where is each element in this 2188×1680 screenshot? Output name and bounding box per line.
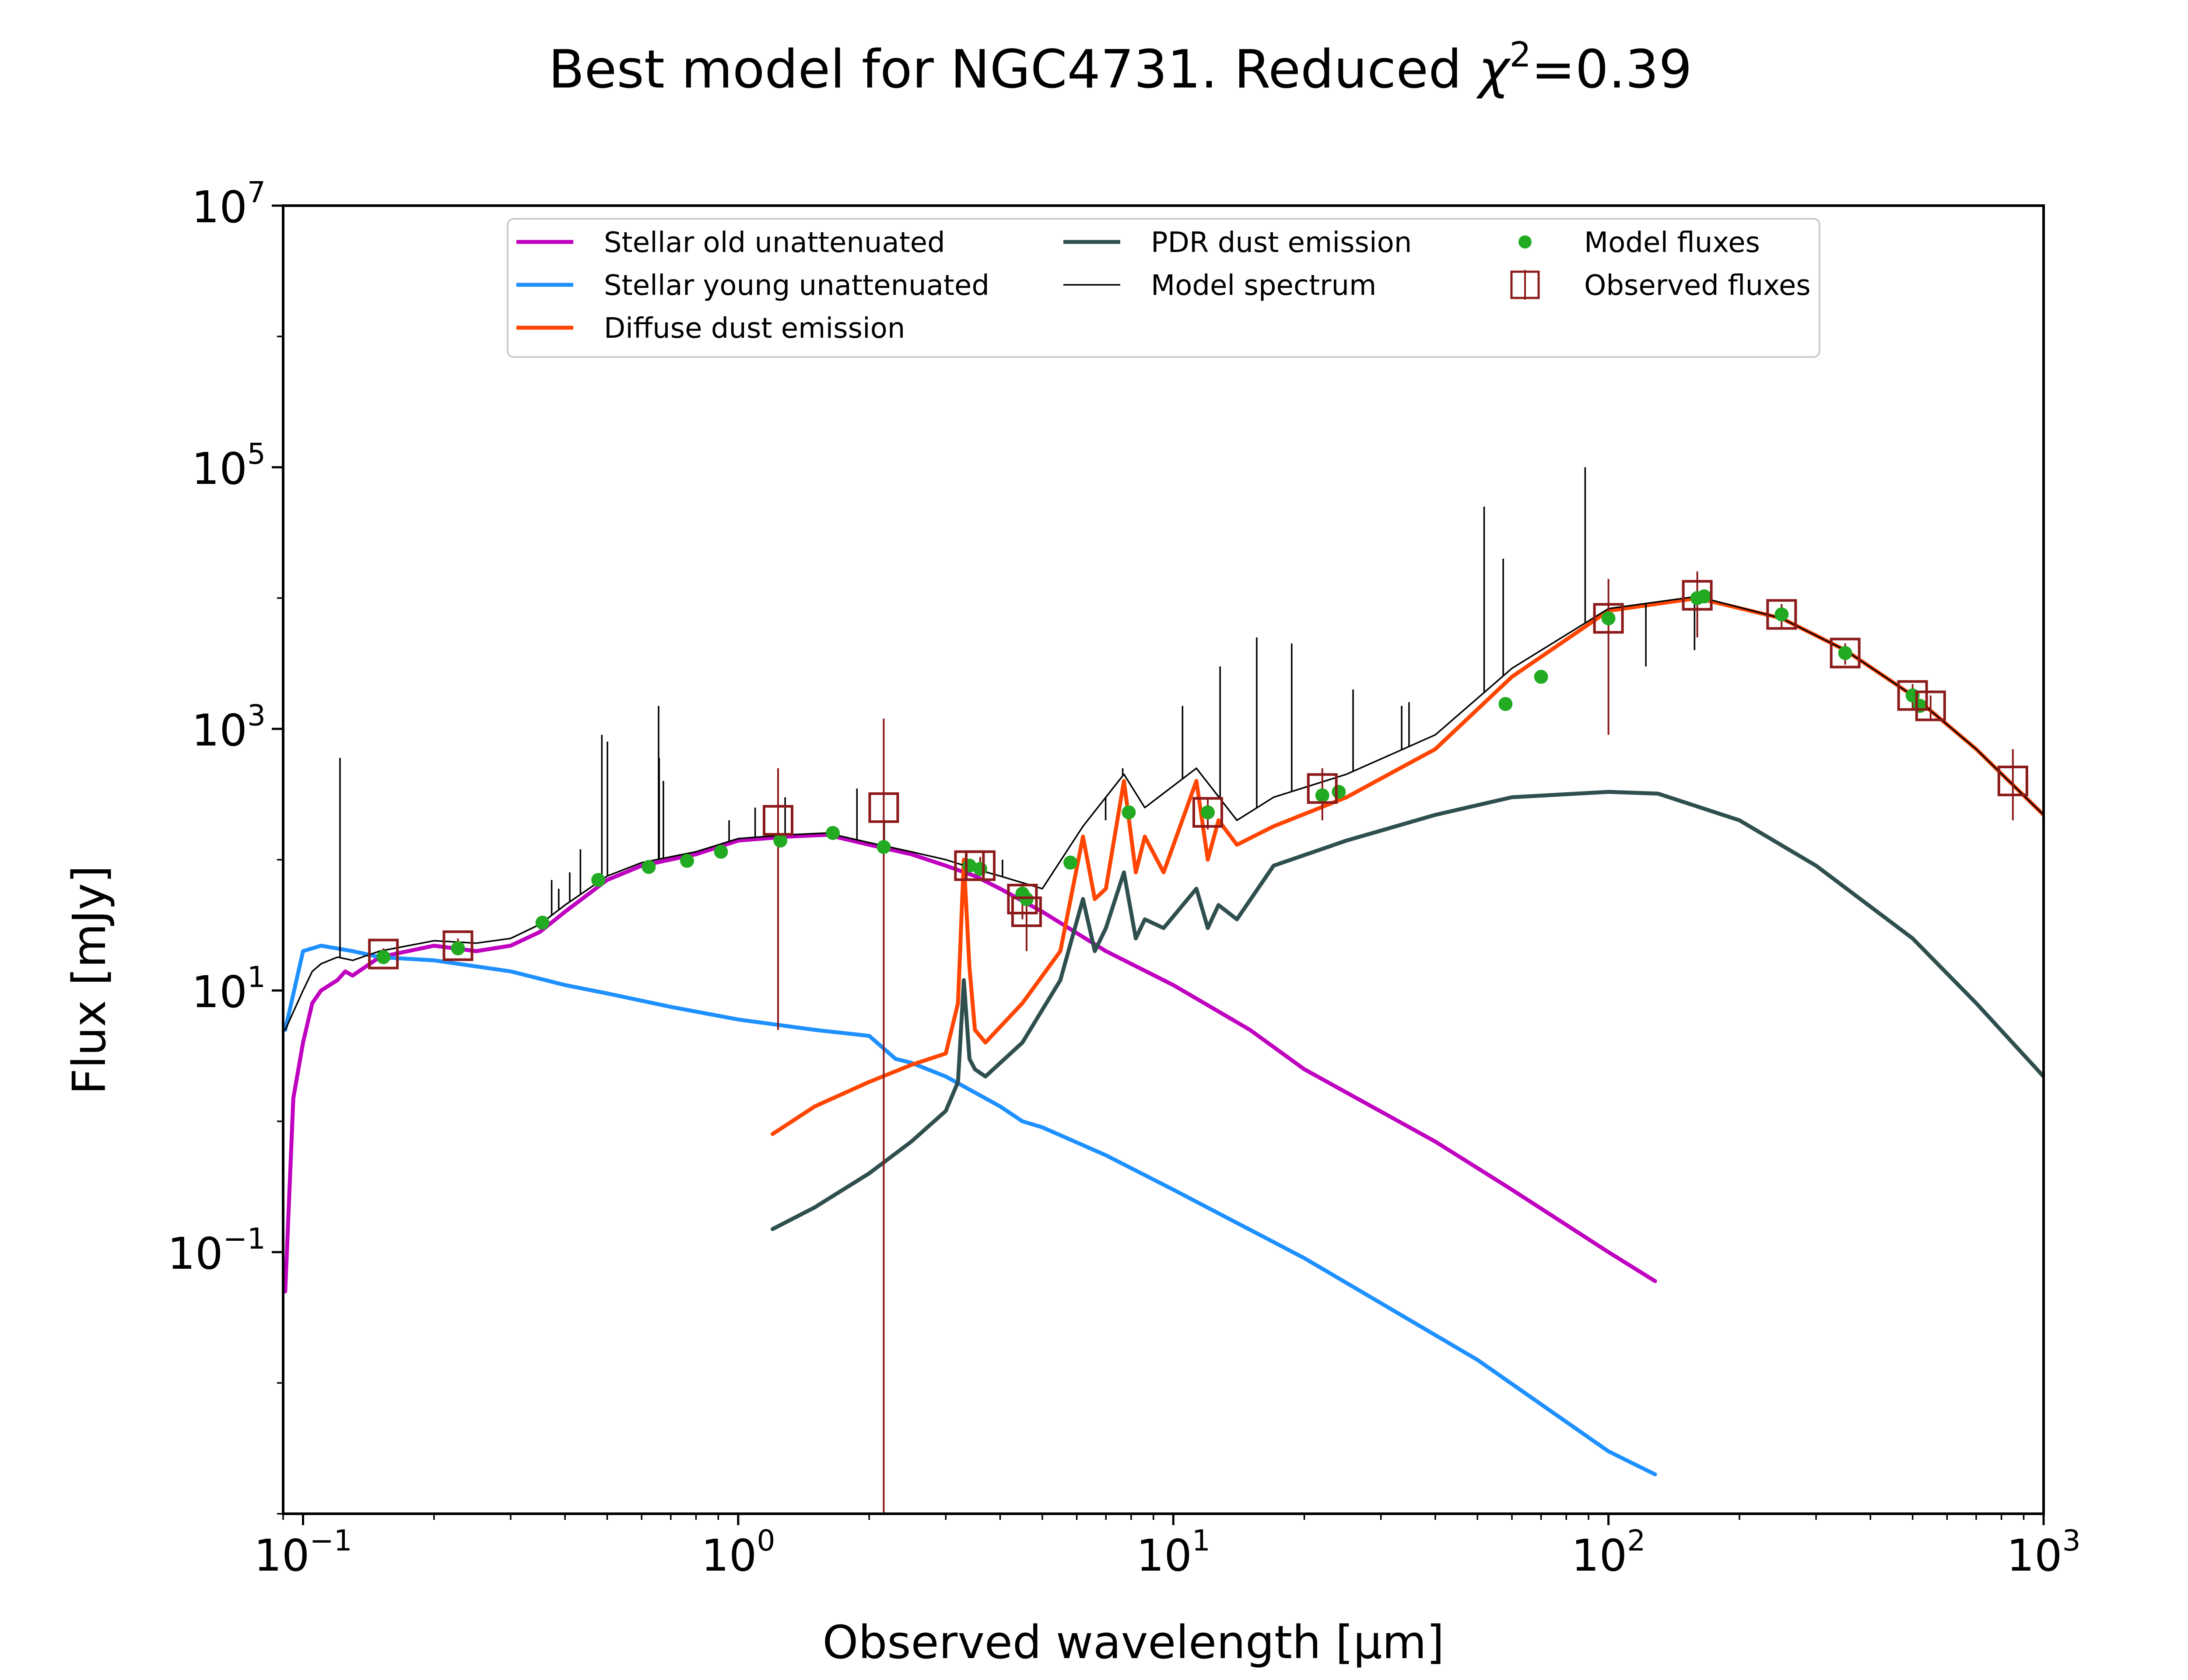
model-flux-point: [1315, 788, 1329, 803]
observed-flux-point: [868, 792, 899, 823]
observed-flux-point: [442, 930, 473, 961]
legend-label: PDR dust emission: [1151, 227, 1412, 259]
model-flux-point: [376, 950, 391, 964]
y-tick-label: 101: [192, 960, 266, 1018]
y-tick-label: 10−1: [167, 1222, 266, 1279]
chart-title: Best model for NGC4731. Reduced χ2=0.39: [548, 35, 1692, 100]
legend-item-diffuse-dust-emission: Diffuse dust emission: [516, 312, 905, 345]
x-axis-label: Observed wavelength [μm]: [823, 1616, 1445, 1669]
legend-label: Model fluxes: [1584, 227, 1760, 259]
chart-title-tail: =0.39: [1531, 39, 1692, 100]
model-flux-point: [535, 915, 550, 930]
observed-flux-point: [1897, 680, 1928, 711]
observed-flux-point: [1997, 765, 2028, 796]
observed-flux-point: [1830, 637, 1861, 668]
observed-flux-point: [368, 938, 399, 970]
legend-label: Observed fluxes: [1584, 270, 1811, 302]
model-flux-point: [1063, 855, 1078, 870]
model-flux-point: [1534, 670, 1548, 684]
observed-flux-point: [1915, 690, 1946, 721]
model-flux-point: [773, 833, 788, 848]
legend-label: Stellar old unattenuated: [604, 227, 945, 259]
axis-tick-labels: 10−1 100 101 102 103 10−1 101 103 105 107: [167, 175, 2080, 1581]
observed-flux-point: [965, 850, 996, 881]
plot-frame: [282, 204, 2045, 1515]
legend-label: Model spectrum: [1151, 270, 1376, 302]
model-flux-point: [1838, 646, 1852, 660]
observed-flux-point: [1682, 580, 1713, 611]
observed-flux-point: [1192, 797, 1223, 828]
model-flux-point: [826, 826, 840, 840]
plot-area-observed-points: [368, 580, 2028, 970]
model-flux-point: [1332, 784, 1346, 799]
observed-flux-point: [1307, 773, 1338, 804]
model-flux-point: [1122, 805, 1136, 819]
legend-box: [507, 218, 1820, 358]
model-flux-point: [1697, 589, 1711, 604]
observed-flux-point: [1007, 884, 1038, 915]
model-flux-point: [973, 862, 988, 876]
model-flux-point: [591, 873, 606, 887]
y-axis-label: Flux [mJy]: [63, 865, 116, 1095]
series-line-diffuse-dust-emission: [771, 596, 2044, 1136]
observed-flux-point: [763, 805, 794, 836]
model-flux-point: [1774, 607, 1789, 622]
legend-label: Stellar young unattenuated: [604, 270, 989, 302]
model-flux-point: [451, 941, 465, 956]
legend-item-model-spectrum: Model spectrum: [1063, 270, 1376, 302]
chart-title-chi: χ: [1476, 39, 1511, 100]
observed-flux-point: [1011, 896, 1042, 927]
x-tick-label: 102: [1571, 1524, 1645, 1581]
model-flux-point: [680, 854, 694, 868]
x-tick-label: 103: [2006, 1524, 2080, 1581]
model-flux-point: [877, 840, 891, 854]
model-flux-point: [714, 844, 728, 859]
model-flux-point: [1200, 805, 1215, 819]
legend-item-pdr-dust-emission: PDR dust emission: [1063, 227, 1412, 259]
chart-title-sup: 2: [1509, 35, 1531, 75]
y-tick-label: 105: [192, 437, 266, 494]
y-tick-label: 103: [192, 699, 266, 756]
model-flux-point: [1019, 892, 1034, 906]
x-tick-label: 100: [701, 1524, 775, 1581]
legend-swatch: [1510, 270, 1540, 299]
model-flux-point: [1498, 697, 1513, 711]
x-tick-label: 10−1: [254, 1524, 352, 1581]
model-flux-point: [642, 860, 656, 874]
series-line-model-spectrum: [284, 595, 2044, 1031]
legend-item-model-fluxes: Model fluxes: [1518, 227, 1760, 259]
legend-item-stellar-young-unattenuated: Stellar young unattenuated: [516, 270, 989, 302]
x-tick-label: 101: [1136, 1524, 1210, 1581]
legend: Stellar old unattenuated Stellar young un…: [507, 218, 1820, 358]
observed-flux-point: [1593, 603, 1624, 634]
legend-label: Diffuse dust emission: [604, 312, 905, 345]
chart-title-main: Best model for NGC4731. Reduced: [548, 39, 1478, 100]
legend-item-observed-fluxes: Observed fluxes: [1510, 270, 1811, 302]
legend-swatch: [1518, 235, 1532, 248]
model-flux-point: [1601, 611, 1616, 626]
y-tick-label: 107: [192, 175, 266, 233]
legend-item-stellar-old-unattenuated: Stellar old unattenuated: [516, 227, 945, 259]
observed-flux-point: [1766, 599, 1797, 630]
series-line-pdr-dust-emission: [771, 790, 2044, 1231]
